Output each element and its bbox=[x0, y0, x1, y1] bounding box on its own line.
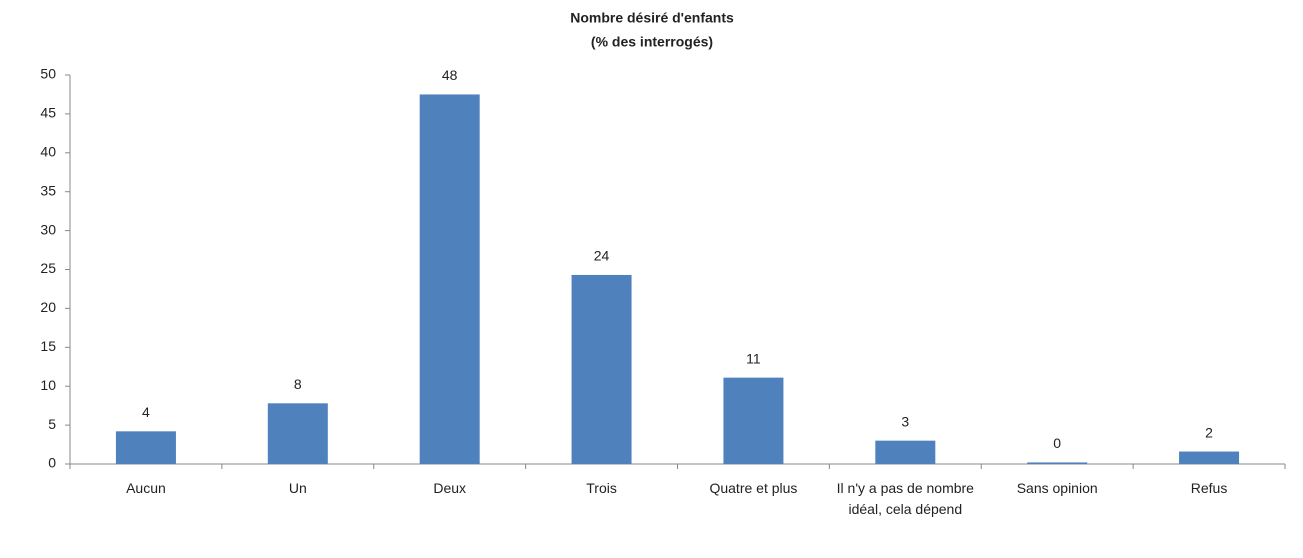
x-tick-label: Aucun bbox=[126, 480, 166, 496]
y-tick-label: 10 bbox=[40, 377, 56, 393]
x-tick-label: Sans opinion bbox=[1016, 480, 1098, 496]
bar bbox=[267, 403, 328, 464]
x-tick-label: Trois bbox=[586, 480, 617, 496]
y-tick-label: 35 bbox=[40, 182, 56, 198]
bar bbox=[1027, 462, 1088, 464]
bar bbox=[1179, 451, 1240, 464]
bar bbox=[419, 94, 480, 464]
data-label: 3 bbox=[901, 413, 909, 429]
bar bbox=[115, 431, 176, 464]
x-tick-label: Deux bbox=[433, 480, 467, 496]
data-label: 11 bbox=[746, 350, 761, 366]
data-label: 24 bbox=[594, 248, 610, 264]
y-tick-label: 0 bbox=[48, 455, 56, 471]
x-tick-label: Quatre et plus bbox=[709, 480, 798, 496]
y-tick-label: 25 bbox=[40, 260, 56, 276]
data-label: 2 bbox=[1205, 424, 1213, 440]
y-tick-label: 30 bbox=[40, 221, 56, 237]
chart-subtitle: (% des interrogés) bbox=[591, 34, 713, 50]
data-label: 0 bbox=[1053, 435, 1061, 451]
data-label: 4 bbox=[142, 404, 150, 420]
data-label: 48 bbox=[442, 67, 458, 83]
x-tick-label: Il n'y a pas de nombre idéal, cela dépen… bbox=[836, 480, 974, 517]
bar bbox=[571, 274, 632, 464]
x-tick-label: Un bbox=[288, 480, 307, 496]
y-tick-label: 5 bbox=[48, 416, 56, 432]
y-tick-label: 40 bbox=[40, 144, 56, 160]
data-label: 8 bbox=[294, 376, 302, 392]
y-tick-label: 50 bbox=[40, 66, 56, 82]
y-tick-label: 45 bbox=[40, 105, 56, 121]
bar bbox=[875, 440, 936, 464]
x-tick-label: Refus bbox=[1190, 480, 1228, 496]
y-tick-label: 20 bbox=[40, 299, 56, 315]
y-tick-label: 15 bbox=[40, 338, 56, 354]
bar bbox=[723, 377, 784, 464]
chart-title: Nombre désiré d'enfants bbox=[570, 10, 734, 26]
